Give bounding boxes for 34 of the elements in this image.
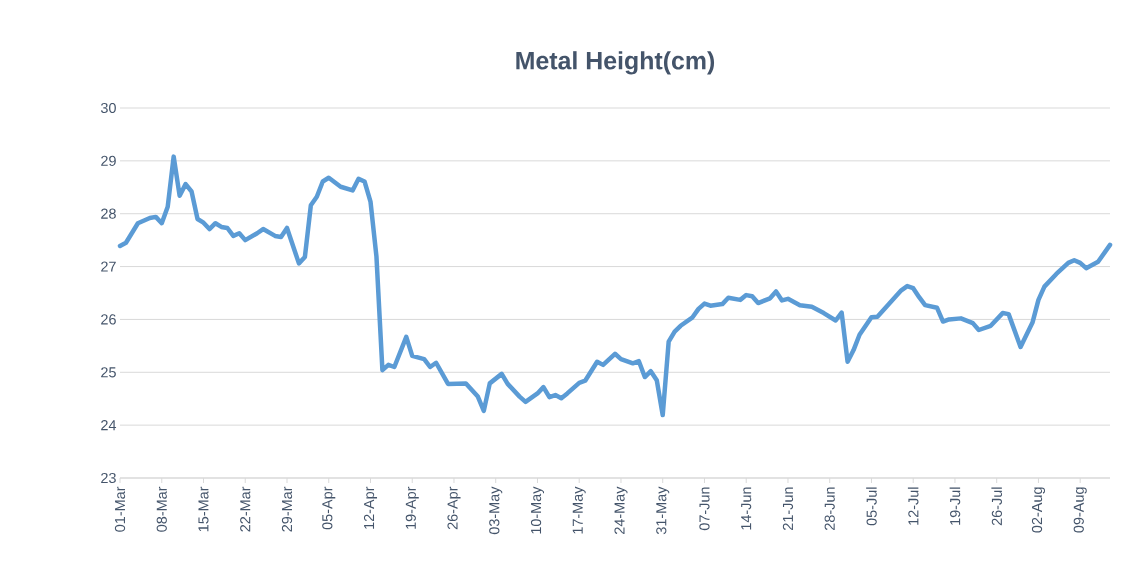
x-tick-label: 19-Apr (405, 486, 419, 529)
x-tick-label: 15-Mar (198, 486, 209, 532)
y-tick-label: 23 (101, 472, 116, 484)
x-tick-label: 17-May (572, 486, 586, 534)
x-tick-label: 19-Jul (949, 487, 961, 525)
y-tick-label: 26 (101, 314, 116, 325)
x-tick-label: 22-Mar (240, 486, 251, 532)
y-tick-label: 27 (101, 261, 116, 272)
x-tick-label: 29-Mar (281, 486, 293, 532)
chart-title: Metal Height(cm) (516, 51, 715, 75)
x-tick-label: 31-May (656, 486, 670, 535)
x-tick-label: 21-Jun (782, 487, 794, 530)
x-tick-label: 12-Jul (907, 487, 919, 525)
y-tick-label: 29 (101, 155, 116, 166)
y-tick-label: 25 (101, 367, 116, 378)
x-tick-label: 28-Jun (824, 487, 835, 530)
x-tick-label: 12-Apr (363, 486, 378, 529)
y-tick-label: 24 (101, 420, 117, 431)
x-tick-label: 10-May (530, 486, 545, 534)
y-tick-label: 30 (100, 102, 116, 114)
x-tick-label: 24-May (614, 486, 628, 534)
x-tick-label: 05-Jul (866, 487, 877, 526)
x-tick-label: 14-Jun (741, 487, 752, 530)
x-tick-label: 26-Jul (991, 487, 1002, 526)
x-tick-label: 05-Apr (322, 486, 336, 530)
x-tick-label: 09-Aug (1073, 487, 1087, 533)
x-tick-label: 26-Apr (447, 486, 461, 530)
x-tick-label: 01-Mar (114, 486, 126, 532)
x-tick-label: 07-Jun (699, 487, 710, 531)
x-tick-label: 03-May (489, 486, 503, 535)
line-series (117, 154, 1113, 418)
x-tick-label: 02-Aug (1031, 487, 1045, 533)
y-tick-label: 28 (101, 208, 116, 219)
x-tick-label: 08-Mar (156, 486, 167, 532)
